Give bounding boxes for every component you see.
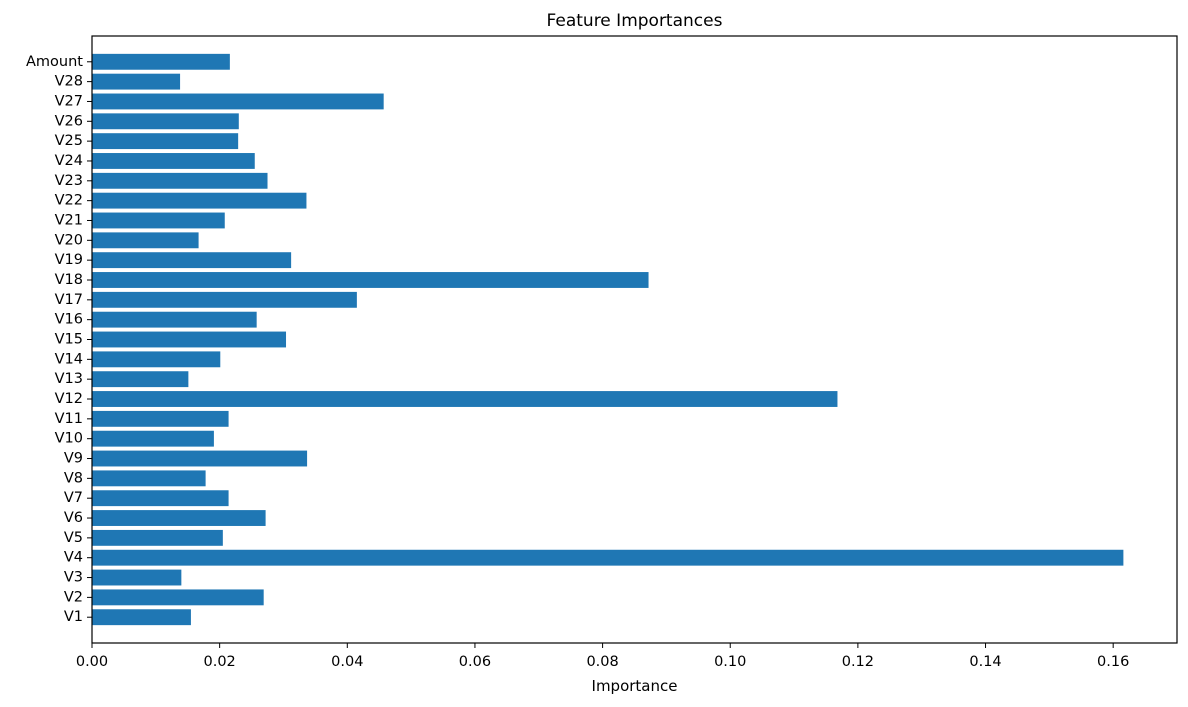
- y-tick-label-v7: V7: [64, 490, 83, 506]
- x-tick-label-6: 0.12: [842, 654, 874, 670]
- y-axis-ticks: V1 V2 V3 V4 V5 V6 V7 V8 V9 V10 V11 V12 V13 V14 V15 V16 V…: [26, 54, 92, 625]
- y-tick-label-v8: V8: [64, 470, 83, 486]
- y-tick-label-v13: V13: [55, 371, 83, 387]
- bar-v19: [92, 252, 292, 269]
- y-tick-label-amount: Amount: [26, 54, 83, 70]
- y-tick-label-v1: V1: [64, 609, 83, 625]
- bar-v4: [92, 549, 1124, 566]
- bar-v2: [92, 589, 264, 606]
- x-axis-ticks: 0.00 0.02 0.04 0.06 0.08 0.10 0.12 0.14 0.16: [76, 643, 1129, 670]
- x-tick-label-4: 0.08: [586, 654, 618, 670]
- bar-v27: [92, 93, 384, 110]
- y-tick-label-v27: V27: [55, 93, 83, 109]
- bars-group: [92, 53, 1124, 626]
- y-tick-label-v9: V9: [64, 451, 83, 467]
- bar-v26: [92, 113, 239, 130]
- y-tick-label-v15: V15: [55, 332, 83, 348]
- y-tick-label-v17: V17: [55, 292, 83, 308]
- x-tick-label-2: 0.04: [331, 654, 363, 670]
- y-tick-label-v10: V10: [55, 431, 83, 447]
- bar-v8: [92, 470, 206, 487]
- x-tick-label-0: 0.00: [76, 654, 108, 670]
- bar-v14: [92, 351, 221, 368]
- bar-v24: [92, 153, 255, 169]
- y-tick-label-v12: V12: [55, 391, 83, 407]
- bar-v11: [92, 410, 229, 427]
- y-tick-label-v20: V20: [55, 232, 83, 248]
- bar-amount: [92, 53, 230, 70]
- y-tick-label-v23: V23: [55, 173, 83, 189]
- y-tick-label-v26: V26: [55, 113, 83, 129]
- y-tick-label-v6: V6: [64, 510, 83, 526]
- bar-v3: [92, 569, 182, 586]
- bar-v5: [92, 529, 223, 546]
- plot-frame: [91, 35, 1178, 644]
- bar-v13: [92, 371, 189, 388]
- y-tick-label-v21: V21: [55, 212, 83, 228]
- bar-v18: [92, 272, 649, 288]
- bar-v25: [92, 133, 239, 150]
- y-tick-label-v18: V18: [55, 272, 83, 288]
- bar-v16: [92, 311, 257, 328]
- bar-v12: [92, 391, 838, 407]
- bar-v6: [92, 510, 266, 526]
- bar-v21: [92, 212, 225, 229]
- bar-v10: [92, 430, 214, 447]
- chart-title: Feature Importances: [547, 11, 723, 31]
- y-tick-label-v2: V2: [64, 589, 83, 605]
- x-axis-label: Importance: [592, 677, 678, 695]
- y-tick-label-v24: V24: [55, 153, 83, 169]
- y-tick-label-v25: V25: [55, 133, 83, 149]
- y-tick-label-v4: V4: [64, 550, 83, 566]
- y-tick-label-v19: V19: [55, 252, 83, 268]
- bar-v9: [92, 450, 308, 467]
- bar-v17: [92, 291, 357, 308]
- y-tick-label-v5: V5: [64, 530, 83, 546]
- bar-v15: [92, 331, 287, 348]
- bar-v1: [92, 609, 191, 626]
- x-tick-label-5: 0.10: [714, 654, 746, 670]
- x-tick-label-7: 0.14: [969, 654, 1001, 670]
- bar-v28: [92, 73, 181, 90]
- x-tick-label-1: 0.02: [203, 654, 235, 670]
- bar-v7: [92, 490, 229, 507]
- y-tick-label-v22: V22: [55, 193, 83, 209]
- bar-v22: [92, 192, 307, 209]
- x-tick-label-3: 0.06: [459, 654, 491, 670]
- y-tick-label-v3: V3: [64, 570, 83, 586]
- y-tick-label-v14: V14: [55, 351, 83, 367]
- x-tick-label-8: 0.16: [1097, 654, 1129, 670]
- bar-v23: [92, 172, 268, 189]
- y-tick-label-v11: V11: [55, 411, 83, 427]
- y-tick-label-v28: V28: [55, 74, 83, 90]
- y-tick-label-v16: V16: [55, 312, 83, 328]
- bar-v20: [92, 232, 199, 249]
